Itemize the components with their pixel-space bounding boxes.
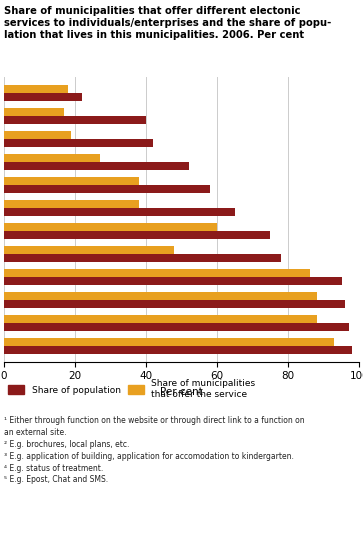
Bar [4, 300, 345, 307]
Bar [4, 131, 71, 139]
Bar [4, 269, 310, 277]
Bar [4, 254, 281, 262]
Legend: Share of population, Share of municipalities
that offer the service: Share of population, Share of municipali… [8, 380, 256, 399]
Bar [4, 231, 270, 239]
X-axis label: Per cent: Per cent [160, 387, 203, 397]
Bar [4, 345, 352, 354]
Bar [4, 292, 317, 300]
Bar [4, 93, 82, 101]
Bar [4, 200, 139, 208]
Text: ¹ Either through function on the website or through direct link to a function on: ¹ Either through function on the website… [4, 416, 304, 485]
Bar [4, 85, 68, 93]
Bar [4, 338, 334, 345]
Bar [4, 245, 174, 254]
Bar [4, 139, 153, 147]
Bar [4, 323, 349, 331]
Bar [4, 208, 235, 216]
Bar [4, 116, 146, 124]
Bar [4, 108, 64, 116]
Bar [4, 315, 317, 323]
Bar [4, 277, 342, 285]
Bar [4, 154, 100, 162]
Bar [4, 162, 189, 170]
Bar [4, 177, 139, 185]
Text: Share of municipalities that offer different electonic
services to individuals/e: Share of municipalities that offer diffe… [4, 6, 331, 40]
Bar [4, 222, 217, 231]
Bar [4, 185, 210, 193]
